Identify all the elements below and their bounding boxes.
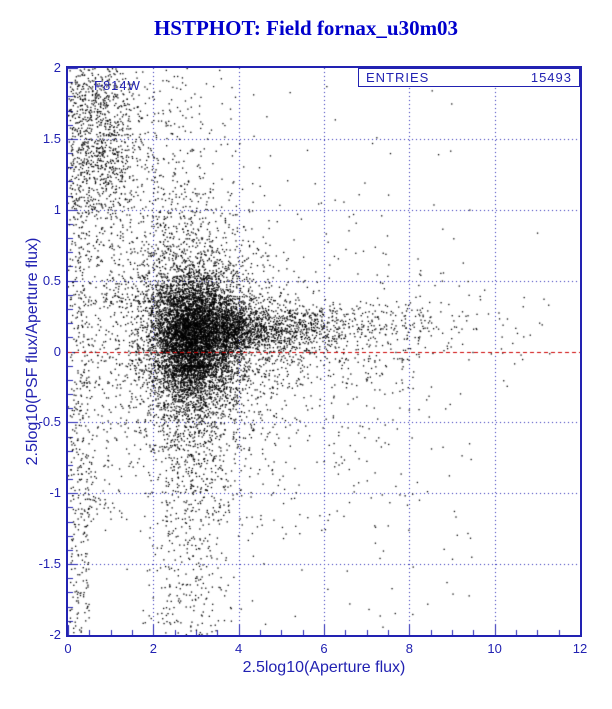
- x-tick-label: 10: [487, 641, 502, 656]
- y-tick-label: -1.5: [38, 556, 61, 572]
- x-tick-label: 6: [320, 641, 328, 656]
- scatter-plot: F814W ENTRIES 15493 2.5log10(PSF flux/Ap…: [24, 61, 587, 677]
- entries-value: 15493: [530, 70, 572, 85]
- y-tick-label: 2: [53, 60, 61, 75]
- x-tick-label: 12: [572, 641, 588, 656]
- y-tick-label: 0.5: [42, 272, 61, 288]
- y-tick-label: 1: [53, 201, 61, 217]
- x-tick-label: 2: [149, 641, 157, 656]
- y-tick-label: -1: [49, 485, 61, 501]
- y-tick-label: 1.5: [42, 130, 61, 146]
- x-tick-label: 4: [235, 641, 243, 656]
- x-axis-label: 2.5log10(Aperture flux): [242, 659, 406, 676]
- y-tick-label: -0.5: [38, 414, 61, 430]
- y-tick-label: -2: [49, 627, 61, 642]
- scatter-canvas: [68, 68, 580, 635]
- entries-label: ENTRIES: [366, 70, 430, 85]
- y-tick-label: 0: [53, 343, 61, 359]
- x-tick-label: 0: [64, 641, 72, 656]
- page-title: HSTPHOT: Field fornax_u30m03: [153, 16, 459, 40]
- filter-label: F814W: [94, 78, 141, 93]
- entries-box: ENTRIES 15493: [358, 68, 580, 87]
- x-tick-label: 8: [405, 641, 413, 656]
